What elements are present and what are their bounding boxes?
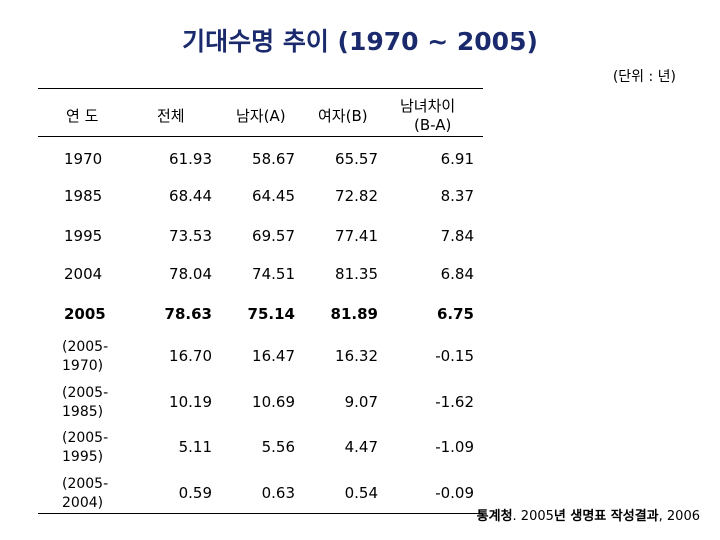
row-3-male-cell: 69.57 bbox=[252, 227, 295, 245]
header-male: 남자(A) bbox=[236, 107, 286, 125]
row-4-year-cell: 2004 bbox=[64, 265, 103, 283]
source-sep: . 2005 bbox=[512, 509, 554, 524]
row-4-male-cell: 74.51 bbox=[252, 265, 295, 283]
change-row-3-total-cell: 5.11 bbox=[178, 438, 212, 456]
row-4-total-cell: 78.04 bbox=[169, 265, 212, 283]
change-row-3-diff-cell: -1.09 bbox=[435, 438, 474, 456]
row-1-female-cell: 65.57 bbox=[335, 150, 378, 168]
period-line-2: 2004) bbox=[62, 495, 104, 511]
change-row-3-female-cell: 4.47 bbox=[344, 438, 378, 456]
change-row-4-total-cell: 0.59 bbox=[178, 484, 212, 502]
row-2-female-cell: 72.82 bbox=[335, 187, 378, 205]
period-line-2: 1995) bbox=[62, 449, 104, 465]
change-row-1-female-cell: 16.32 bbox=[335, 347, 378, 365]
row-4-diff-cell: 6.84 bbox=[440, 265, 474, 283]
period-line-1: (2005- bbox=[62, 385, 109, 401]
row-4-female-cell: 81.35 bbox=[335, 265, 378, 283]
change-row-4-diff-cell: -0.09 bbox=[435, 484, 474, 502]
row-3-total-cell: 73.53 bbox=[169, 227, 212, 245]
header-year: 연 도 bbox=[66, 107, 99, 125]
row-3-diff-cell: 7.84 bbox=[440, 227, 474, 245]
change-row-2-period: (2005- 1985) bbox=[62, 384, 108, 422]
row-5-female-cell: 81.89 bbox=[330, 305, 378, 323]
change-row-1-diff-cell: -0.15 bbox=[435, 347, 474, 365]
row-1-total-cell: 61.93 bbox=[169, 150, 212, 168]
period-line-2: 1970) bbox=[62, 358, 104, 374]
header-female: 여자(B) bbox=[318, 107, 368, 125]
row-2-male-cell: 64.45 bbox=[252, 187, 295, 205]
change-row-1-male-cell: 16.47 bbox=[252, 347, 295, 365]
row-2-total-cell: 68.44 bbox=[169, 187, 212, 205]
header-diff: 남녀차이 bbox=[400, 97, 456, 115]
source-org: 통계청 bbox=[476, 509, 513, 524]
source-note: 통계청. 2005년 생명표 작성결과, 2006 bbox=[477, 505, 700, 524]
row-2-year-cell: 1985 bbox=[64, 187, 103, 205]
period-line-1: (2005- bbox=[62, 430, 109, 446]
change-row-2-male-cell: 10.69 bbox=[252, 393, 295, 411]
row-5-diff-cell: 6.75 bbox=[436, 305, 474, 323]
change-row-4-male-cell: 0.63 bbox=[261, 484, 295, 502]
row-1-year-cell: 1970 bbox=[64, 150, 103, 168]
row-1-diff-cell: 6.91 bbox=[440, 150, 474, 168]
change-row-3-period: (2005- 1995) bbox=[62, 429, 108, 467]
header-diff-formula: (B-A) bbox=[414, 116, 452, 134]
row-3-female-cell: 77.41 bbox=[335, 227, 378, 245]
row-5-total-cell: 78.63 bbox=[164, 305, 212, 323]
table-bottom-rule bbox=[38, 513, 483, 514]
row-5-year-cell: 2005 bbox=[64, 305, 106, 323]
change-row-1-total-cell: 16.70 bbox=[169, 347, 212, 365]
header-total: 전체 bbox=[157, 107, 185, 125]
change-row-4-female-cell: 0.54 bbox=[344, 484, 378, 502]
change-row-2-diff-cell: -1.62 bbox=[435, 393, 474, 411]
table-top-rule bbox=[38, 88, 483, 89]
unit-label: (단위 : 년) bbox=[612, 69, 676, 85]
source-tail: , 2006 bbox=[658, 509, 700, 524]
row-5-male-cell: 75.14 bbox=[247, 305, 295, 323]
period-line-2: 1985) bbox=[62, 404, 104, 420]
change-row-1-period: (2005- 1970) bbox=[62, 338, 108, 376]
period-line-1: (2005- bbox=[62, 339, 109, 355]
source-title: 년 생명표 작성결과 bbox=[553, 509, 659, 524]
row-3-year-cell: 1995 bbox=[64, 227, 103, 245]
row-1-male-cell: 58.67 bbox=[252, 150, 295, 168]
page-title: 기대수명 추이 (1970 ~ 2005) bbox=[182, 27, 538, 56]
change-row-4-period: (2005- 2004) bbox=[62, 475, 108, 513]
change-row-2-total-cell: 10.19 bbox=[169, 393, 212, 411]
row-2-diff-cell: 8.37 bbox=[440, 187, 474, 205]
period-line-1: (2005- bbox=[62, 476, 109, 492]
table-header-rule bbox=[38, 136, 483, 137]
change-row-3-male-cell: 5.56 bbox=[261, 438, 295, 456]
change-row-2-female-cell: 9.07 bbox=[344, 393, 378, 411]
